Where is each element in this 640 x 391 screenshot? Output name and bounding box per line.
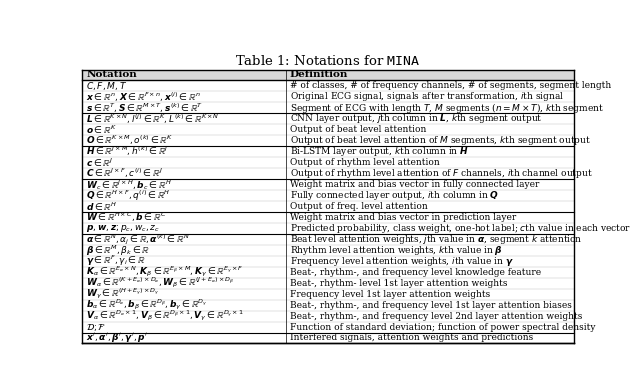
Text: $\boldsymbol{Q}\in\mathbb{R}^{H\times F}, q^{(i)}\in\mathbb{R}^H$: $\boldsymbol{Q}\in\mathbb{R}^{H\times F}… (86, 188, 171, 203)
Text: $\boldsymbol{O}\in\mathbb{R}^{K\times M}, o^{(k)}\in\mathbb{R}^K$: $\boldsymbol{O}\in\mathbb{R}^{K\times M}… (86, 134, 173, 147)
Text: Segment of ECG with length $T$, $M$ segments ($n=M\times T$), $k$th segment: Segment of ECG with length $T$, $M$ segm… (290, 101, 604, 115)
Text: $\boldsymbol{W}_c\in\mathbb{R}^{J\times H}, \boldsymbol{b}_c\in\mathbb{R}^H$: $\boldsymbol{W}_c\in\mathbb{R}^{J\times … (86, 178, 172, 192)
Text: Table 1: Notations for $\mathtt{MINA}$: Table 1: Notations for $\mathtt{MINA}$ (236, 54, 420, 68)
Text: Beat-, rhythm-, and frequency level 2nd layer attention weights: Beat-, rhythm-, and frequency level 2nd … (290, 312, 582, 321)
Text: Fully connected layer output, $i$th column in $\boldsymbol{Q}$: Fully connected layer output, $i$th colu… (290, 189, 499, 202)
Text: Output of freq. level attention: Output of freq. level attention (290, 202, 428, 211)
Text: $\boldsymbol{W}_\gamma\in\mathbb{R}^{(H+E_\gamma)\times D_\gamma}$: $\boldsymbol{W}_\gamma\in\mathbb{R}^{(H+… (86, 287, 160, 301)
Text: $C,F,M,T$: $C,F,M,T$ (86, 80, 127, 92)
Text: $\boldsymbol{H}\in\mathbb{R}^{J\times M}, h^{(k)}\in\mathbb{R}^J$: $\boldsymbol{H}\in\mathbb{R}^{J\times M}… (86, 145, 169, 158)
Text: $\boldsymbol{C}\in\mathbb{R}^{J\times F}, c^{(i)}\in\mathbb{R}^J$: $\boldsymbol{C}\in\mathbb{R}^{J\times F}… (86, 167, 163, 180)
Text: Rhythm level attention weights, $k$th value in $\boldsymbol{\beta}$: Rhythm level attention weights, $k$th va… (290, 244, 502, 257)
Text: $\boldsymbol{o}\in\mathbb{R}^K$: $\boldsymbol{o}\in\mathbb{R}^K$ (86, 124, 117, 136)
Text: $\boldsymbol{\beta}\in\mathbb{R}^M, \beta_k\in\mathbb{R}$: $\boldsymbol{\beta}\in\mathbb{R}^M, \bet… (86, 243, 150, 258)
Text: $\boldsymbol{c}\in\mathbb{R}^J$: $\boldsymbol{c}\in\mathbb{R}^J$ (86, 156, 113, 169)
Text: Beat-, rhythm- level 1st layer attention weights: Beat-, rhythm- level 1st layer attention… (290, 279, 508, 288)
Text: Original ECG signal, signals after transformation, $i$th signal: Original ECG signal, signals after trans… (290, 90, 564, 103)
Bar (83, 70, 573, 81)
Text: $\boldsymbol{s}\in\mathbb{R}^T, \boldsymbol{S}\in\mathbb{R}^{M\times T}, \boldsy: $\boldsymbol{s}\in\mathbb{R}^T, \boldsym… (86, 101, 204, 115)
Text: $\boldsymbol{\gamma}\in\mathbb{R}^F, \gamma_i\in\mathbb{R}$: $\boldsymbol{\gamma}\in\mathbb{R}^F, \ga… (86, 254, 146, 269)
Text: $\boldsymbol{K}_\alpha\in\mathbb{R}^{E_\alpha\times N}, \boldsymbol{K}_\beta\in\: $\boldsymbol{K}_\alpha\in\mathbb{R}^{E_\… (86, 265, 244, 280)
Text: Notation: Notation (86, 70, 137, 79)
Text: Predicted probability, class weight, one-hot label; $c$th value in each vector: Predicted probability, class weight, one… (290, 222, 631, 235)
Text: $\mathcal{D}; \mathcal{F}$: $\mathcal{D}; \mathcal{F}$ (86, 321, 107, 332)
Text: Output of rhythm level attention of $F$ channels, $i$th channel output: Output of rhythm level attention of $F$ … (290, 167, 593, 180)
Text: Frequency level 1st layer attention weights: Frequency level 1st layer attention weig… (290, 290, 490, 299)
Text: Beat level attention weights, $j$th value in $\boldsymbol{\alpha}$, segment $k$ : Beat level attention weights, $j$th valu… (290, 233, 582, 246)
Text: $\boldsymbol{x}\in\mathbb{R}^n, \boldsymbol{X}\in\mathbb{R}^{F\times n}, \boldsy: $\boldsymbol{x}\in\mathbb{R}^n, \boldsym… (86, 90, 202, 104)
Text: Output of beat level attention: Output of beat level attention (290, 125, 426, 134)
Text: Output of rhythm level attention: Output of rhythm level attention (290, 158, 440, 167)
Text: $\boldsymbol{\alpha}\in\mathbb{R}^N, \alpha_j\in\mathbb{R}, \boldsymbol{\alpha}^: $\boldsymbol{\alpha}\in\mathbb{R}^N, \al… (86, 232, 190, 247)
Text: $\boldsymbol{b}_\alpha\in\mathbb{R}^{D_\alpha}, \boldsymbol{b}_\beta\in\mathbb{R: $\boldsymbol{b}_\alpha\in\mathbb{R}^{D_\… (86, 298, 208, 312)
Text: Beat-, rhythm-, and frequency level knowledge feature: Beat-, rhythm-, and frequency level know… (290, 268, 541, 277)
Text: $\boldsymbol{p}, \boldsymbol{w}, \boldsymbol{z}; p_c, w_c, z_c$: $\boldsymbol{p}, \boldsymbol{w}, \boldsy… (86, 223, 161, 234)
Text: $\boldsymbol{W}_\alpha\in\mathbb{R}^{(K+E_\alpha)\times D_\alpha}, \boldsymbol{W: $\boldsymbol{W}_\alpha\in\mathbb{R}^{(K+… (86, 276, 234, 291)
Text: $\boldsymbol{x}', \boldsymbol{\alpha}', \boldsymbol{\beta}', \boldsymbol{\gamma}: $\boldsymbol{x}', \boldsymbol{\alpha}', … (86, 332, 148, 344)
Text: Weight matrix and bias vector in fully connected layer: Weight matrix and bias vector in fully c… (290, 180, 539, 189)
Text: $\boldsymbol{W}\in\mathbb{R}^{H\times C}, \boldsymbol{b}\in\mathbb{R}^C$: $\boldsymbol{W}\in\mathbb{R}^{H\times C}… (86, 211, 167, 224)
Text: # of classes, # of frequency channels, # of segments, segment length: # of classes, # of frequency channels, #… (290, 81, 611, 90)
Text: CNN layer output, $j$th column in $\boldsymbol{L}$, $k$th segment output: CNN layer output, $j$th column in $\bold… (290, 112, 542, 126)
Text: Function of standard deviation; function of power spectral density: Function of standard deviation; function… (290, 323, 595, 332)
Text: Interfered signals, attention weights and predictions: Interfered signals, attention weights an… (290, 334, 533, 343)
Text: Definition: Definition (290, 70, 348, 79)
Text: $\boldsymbol{L}\in\mathbb{R}^{K\times N}, l^{(j)}\in\mathbb{R}^K, L^{(k)}\in\mat: $\boldsymbol{L}\in\mathbb{R}^{K\times N}… (86, 112, 220, 126)
Text: Beat-, rhythm-, and frequency level 1st layer attention biases: Beat-, rhythm-, and frequency level 1st … (290, 301, 572, 310)
Text: $\boldsymbol{d}\in\mathbb{R}^H$: $\boldsymbol{d}\in\mathbb{R}^H$ (86, 200, 118, 213)
Text: Output of beat level attention of $M$ segments, $k$th segment output: Output of beat level attention of $M$ se… (290, 134, 591, 147)
Text: Bi-LSTM layer output, $k$th column in $\boldsymbol{H}$: Bi-LSTM layer output, $k$th column in $\… (290, 145, 468, 158)
Text: Weight matrix and bias vector in prediction layer: Weight matrix and bias vector in predict… (290, 213, 516, 222)
Text: $\boldsymbol{V}_\alpha\in\mathbb{R}^{D_\alpha\times 1}, \boldsymbol{V}_\beta\in\: $\boldsymbol{V}_\alpha\in\mathbb{R}^{D_\… (86, 309, 244, 323)
Text: Frequency level attention weights, $i$th value in $\boldsymbol{\gamma}$: Frequency level attention weights, $i$th… (290, 255, 514, 268)
